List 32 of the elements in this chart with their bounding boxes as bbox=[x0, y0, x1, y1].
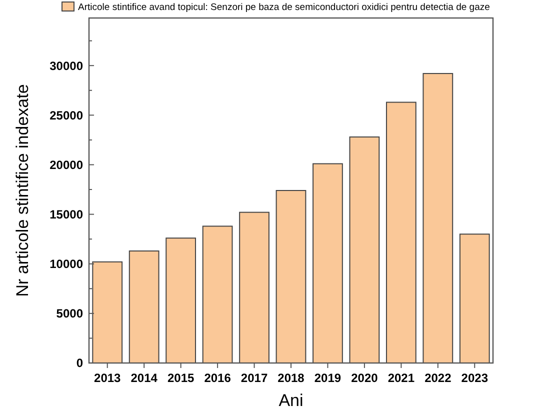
y-axis-title: Nr articole stintifice indexate bbox=[13, 84, 32, 297]
x-tick-label: 2020 bbox=[351, 371, 378, 385]
bar bbox=[202, 226, 233, 364]
bar bbox=[349, 136, 380, 364]
x-tick-label: 2013 bbox=[94, 371, 122, 385]
x-tick-label: 2022 bbox=[424, 371, 452, 385]
y-tick-label: 20000 bbox=[50, 158, 84, 172]
legend-label: Articole stintifice avand topicul: Senzori pe baza de semiconductori oxidici pentru detectia de gaze bbox=[78, 2, 490, 13]
x-tick-label: 2019 bbox=[314, 371, 342, 385]
bar bbox=[128, 250, 160, 364]
bar bbox=[422, 73, 454, 364]
x-tick-label: 2016 bbox=[204, 371, 232, 385]
y-tick-label: 25000 bbox=[50, 108, 84, 122]
bar bbox=[239, 212, 270, 364]
bar bbox=[386, 102, 416, 364]
x-axis-title: Ani bbox=[278, 391, 304, 410]
y-tick-label: 5000 bbox=[56, 306, 84, 321]
x-tick-label: 2017 bbox=[240, 371, 268, 385]
x-tick-label: 2014 bbox=[130, 371, 158, 385]
x-tick-label: 2018 bbox=[278, 371, 305, 385]
bar bbox=[276, 190, 306, 364]
bar bbox=[459, 234, 490, 364]
x-tick-label: 2021 bbox=[388, 371, 415, 385]
y-tick-label: 30000 bbox=[50, 58, 84, 73]
y-tick-label: 10000 bbox=[50, 257, 84, 272]
y-tick-label: 0 bbox=[76, 356, 84, 370]
bar bbox=[312, 163, 343, 364]
bar bbox=[92, 261, 123, 364]
x-tick-label: 2015 bbox=[167, 371, 194, 385]
bar bbox=[166, 238, 196, 364]
y-tick-label: 15000 bbox=[50, 207, 84, 222]
x-tick-label: 2023 bbox=[461, 371, 488, 385]
